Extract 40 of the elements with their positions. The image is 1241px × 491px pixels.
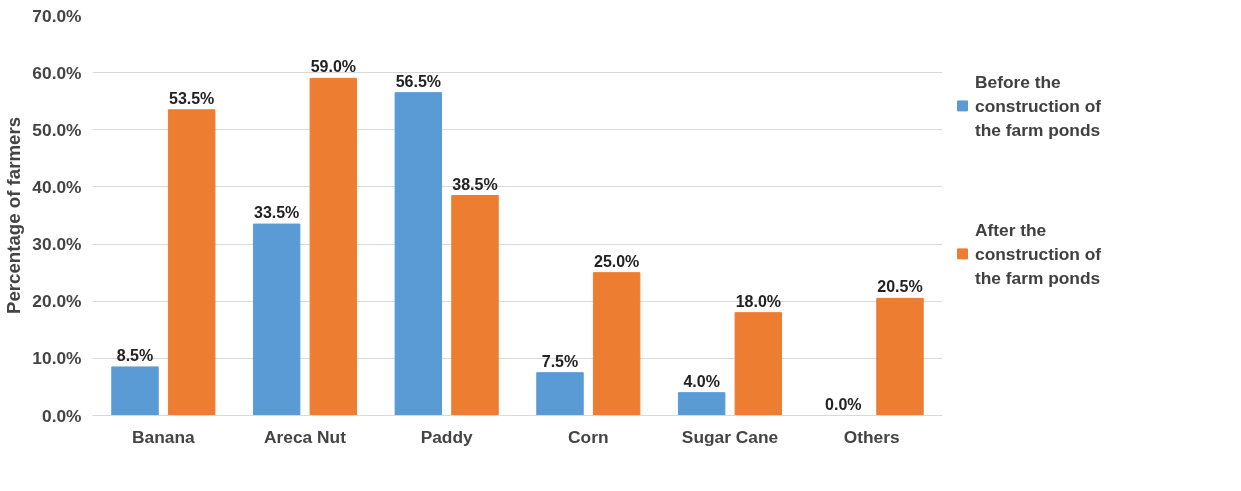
y-tick-label: 30.0%	[32, 234, 82, 255]
x-tick-label: Others	[843, 426, 900, 447]
data-label: 18.0%	[735, 292, 782, 310]
data-label: 59.0%	[310, 58, 357, 76]
y-tick-label: 40.0%	[32, 176, 82, 197]
bar	[309, 77, 358, 416]
x-tick-label: Banana	[132, 426, 195, 447]
y-tick-label: 60.0%	[32, 62, 82, 83]
data-label: 4.0%	[683, 372, 720, 390]
y-tick-label: 70.0%	[32, 5, 82, 26]
legend-label: Before the construction of the farm ponds	[975, 71, 1102, 140]
data-label: 20.5%	[877, 278, 923, 296]
y-tick-label: 50.0%	[32, 119, 82, 140]
bar	[592, 272, 641, 416]
legend-label: After the construction of the farm ponds	[975, 219, 1102, 288]
x-tick-label: Paddy	[420, 426, 474, 447]
y-tick-label: 0.0%	[42, 405, 82, 426]
data-label: 25.0%	[593, 252, 640, 270]
bar	[394, 92, 443, 416]
data-label: 0.0%	[825, 395, 862, 413]
data-label: 8.5%	[116, 346, 154, 364]
bar	[536, 372, 584, 416]
bar	[677, 392, 726, 416]
data-label: 53.5%	[168, 89, 215, 107]
x-tick-label: Areca Nut	[264, 426, 347, 447]
y-tick-label: 20.0%	[32, 291, 82, 312]
y-axis-title: Percentage of farmers	[3, 116, 25, 315]
data-label: 7.5%	[541, 352, 579, 370]
x-tick-label: Sugar Cane	[681, 426, 779, 447]
bar	[451, 195, 499, 416]
bar	[252, 223, 301, 416]
bar	[167, 109, 216, 416]
data-label: 33.5%	[253, 204, 300, 222]
x-tick-label: Corn	[568, 426, 609, 447]
y-tick-label: 10.0%	[32, 348, 82, 369]
data-label: 38.5%	[452, 175, 498, 193]
bar	[876, 297, 924, 416]
data-label: 56.5%	[395, 72, 442, 90]
bar	[734, 312, 783, 416]
bar	[111, 366, 159, 416]
